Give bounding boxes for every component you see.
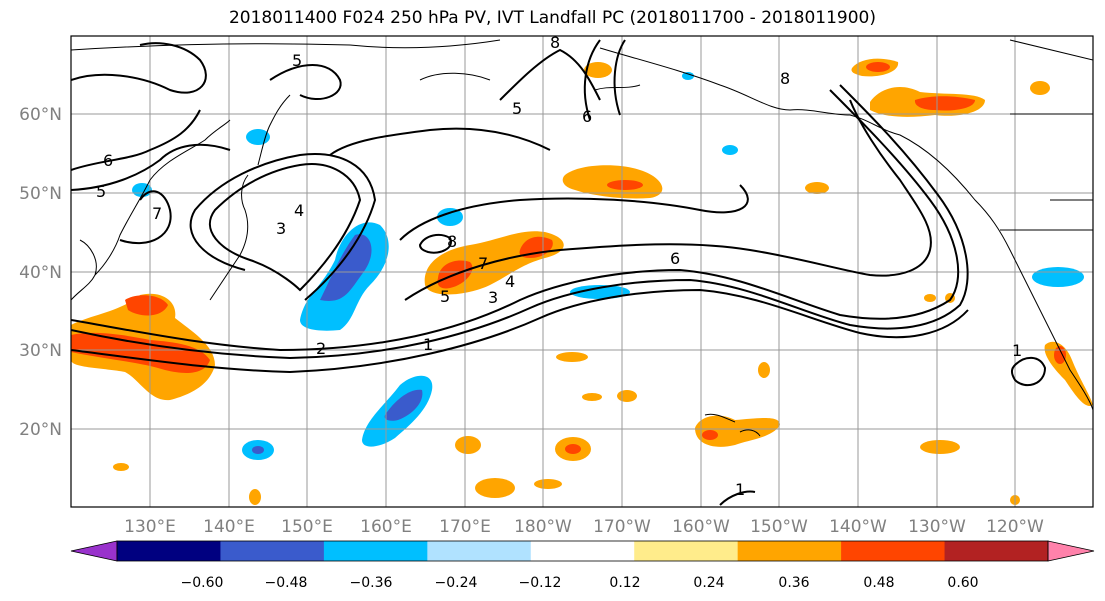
lat-label: 20°N — [19, 420, 62, 440]
contour-label: 7 — [478, 254, 488, 273]
contour-label: 6 — [582, 107, 592, 126]
graticule — [71, 36, 1093, 507]
lon-label: 170°E — [439, 517, 491, 537]
lon-label: 150°W — [750, 517, 808, 537]
lon-label: 120°W — [986, 517, 1044, 537]
lon-label: 130°E — [124, 517, 176, 537]
lon-label: 130°W — [908, 517, 966, 537]
colorbar-tick-label: 0.24 — [693, 575, 724, 591]
contour-label: 3 — [276, 219, 286, 238]
lon-label: 170°W — [593, 517, 651, 537]
colorbar-segment — [427, 541, 532, 561]
contour-label: 6 — [103, 151, 113, 170]
lon-label: 140°E — [203, 517, 255, 537]
contour-label: 3 — [488, 288, 498, 307]
colorbar-extend-min — [70, 540, 118, 562]
colorbar — [70, 540, 1095, 562]
contour-label: 5 — [440, 287, 450, 306]
lat-label: 40°N — [19, 263, 62, 283]
lon-labels: 130°E 140°E 150°E 160°E 170°E 180°W 170°… — [124, 517, 1044, 537]
contour-label: 2 — [316, 339, 326, 358]
colorbar-ticks: −0.60 −0.48 −0.36 −0.24 −0.12 0.12 0.24 … — [181, 575, 979, 591]
contour-label: 6 — [670, 249, 680, 268]
contour-label: 1 — [423, 335, 433, 354]
contour-label: 7 — [152, 204, 162, 223]
contour-label: 1 — [1012, 341, 1022, 360]
colorbar-segment — [530, 541, 635, 561]
map-frame — [70, 35, 1094, 508]
contour-label: 8 — [447, 232, 457, 251]
lon-label: 140°W — [829, 517, 887, 537]
colorbar-tick-label: −0.48 — [265, 575, 308, 591]
colorbar-extend-max — [1047, 540, 1095, 562]
contour-label: 4 — [505, 272, 515, 291]
colorbar-segment — [634, 541, 739, 561]
lon-label: 160°E — [360, 517, 412, 537]
contour-label: 8 — [780, 69, 790, 88]
colorbar-tick-label: 0.60 — [947, 575, 978, 591]
colorbar-tick-label: −0.36 — [350, 575, 393, 591]
colorbar-frame — [116, 540, 1049, 562]
lon-label: 160°W — [672, 517, 730, 537]
contour-labels: 6 5 7 3 4 8 7 4 5 3 2 1 6 5 5 6 8 1 1 8 — [96, 33, 1022, 499]
colorbar-segment — [944, 541, 1049, 561]
contour-label: 8 — [550, 33, 560, 52]
lon-label: 180°W — [514, 517, 572, 537]
lat-labels: 60°N 50°N 40°N 30°N 20°N — [19, 105, 62, 440]
lat-label: 50°N — [19, 184, 62, 204]
colorbar-segment — [220, 541, 325, 561]
coastlines — [71, 39, 1093, 437]
colorbar-segment — [117, 541, 221, 561]
contour-label: 5 — [96, 182, 106, 201]
colorbar-tick-label: 0.36 — [778, 575, 809, 591]
plot-title: 2018011400 F024 250 hPa PV, IVT Landfall… — [228, 8, 876, 28]
colorbar-tick-label: 0.48 — [863, 575, 894, 591]
colorbar-segment — [323, 541, 428, 561]
colorbar-segment — [841, 541, 946, 561]
lon-label: 150°E — [281, 517, 333, 537]
colorbar-tick-label: −0.24 — [435, 575, 478, 591]
lat-label: 30°N — [19, 341, 62, 361]
pv-contours — [71, 39, 1047, 506]
contour-label: 5 — [292, 51, 302, 70]
contour-label: 1 — [735, 480, 745, 499]
colorbar-tick-label: −0.60 — [181, 575, 224, 591]
colorbar-tick-label: −0.12 — [519, 575, 562, 591]
colorbar-tick-label: 0.12 — [609, 575, 640, 591]
contour-label: 5 — [512, 99, 522, 118]
colorbar-segment — [737, 541, 842, 561]
lat-label: 60°N — [19, 105, 62, 125]
contour-label: 4 — [294, 201, 304, 220]
